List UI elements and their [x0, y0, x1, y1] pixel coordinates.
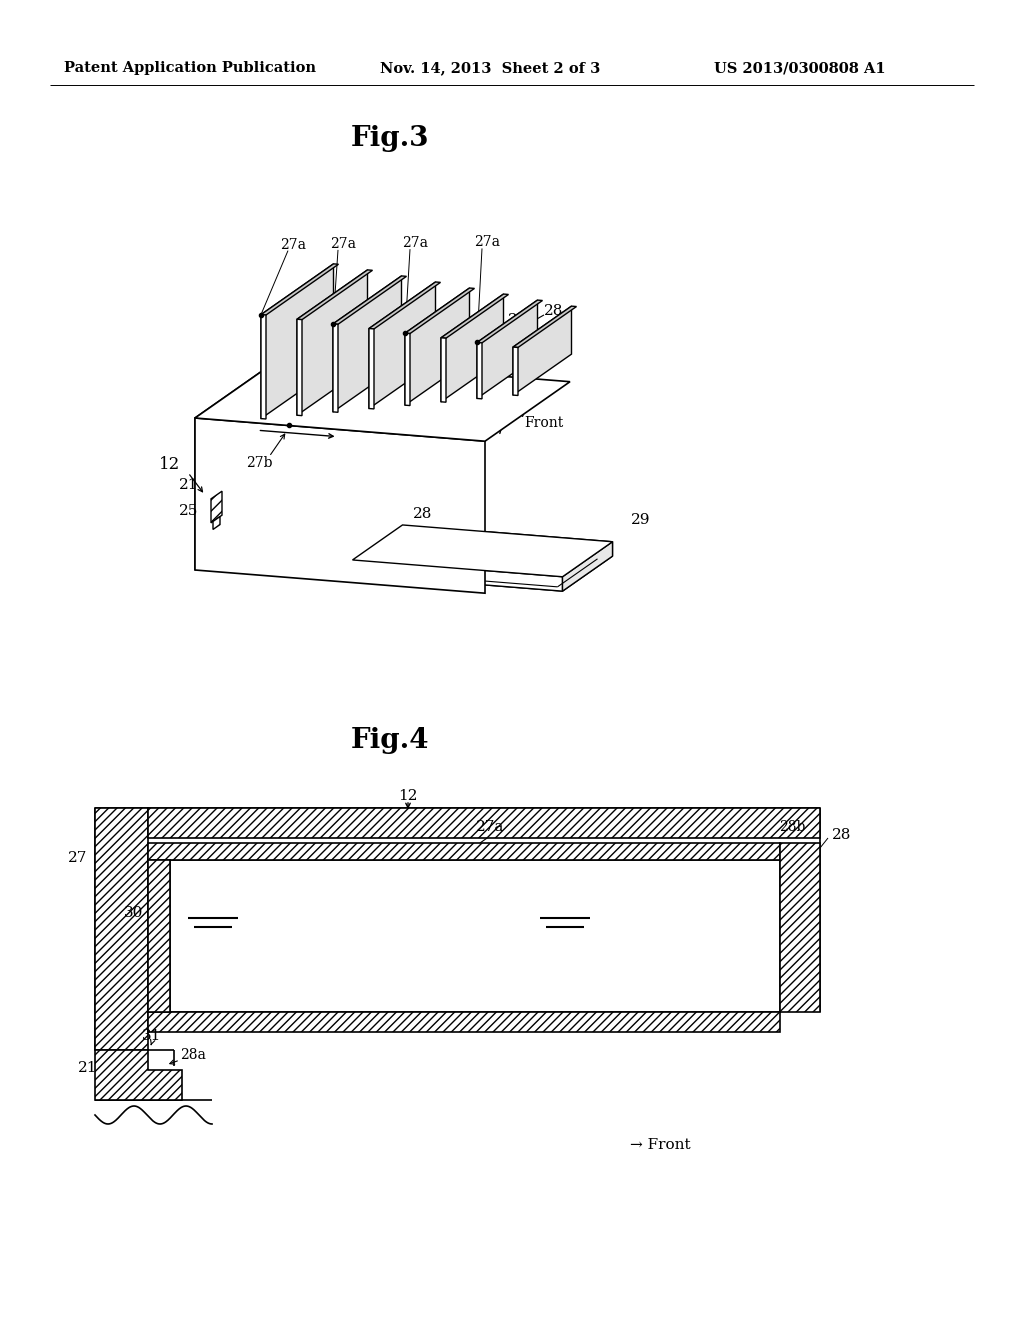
Polygon shape — [261, 264, 334, 418]
Text: → Front: → Front — [630, 1138, 690, 1152]
Text: 28: 28 — [413, 507, 432, 521]
Text: Front: Front — [524, 416, 563, 430]
Polygon shape — [402, 525, 612, 556]
Polygon shape — [477, 300, 543, 343]
Text: 28b: 28b — [779, 820, 805, 834]
Text: US 2013/0300808 A1: US 2013/0300808 A1 — [714, 61, 886, 75]
Polygon shape — [406, 288, 469, 405]
Text: 29: 29 — [631, 512, 650, 527]
Polygon shape — [95, 1049, 182, 1100]
Polygon shape — [477, 300, 538, 399]
Polygon shape — [333, 276, 401, 412]
Polygon shape — [213, 516, 220, 529]
Polygon shape — [406, 288, 474, 334]
Polygon shape — [441, 294, 504, 401]
Polygon shape — [513, 306, 577, 347]
Polygon shape — [211, 491, 222, 523]
Text: 30: 30 — [124, 907, 143, 920]
Polygon shape — [195, 359, 570, 441]
Text: 27a: 27a — [280, 238, 306, 252]
Text: 25: 25 — [179, 504, 199, 517]
Text: 21: 21 — [78, 1061, 97, 1074]
Text: Fig.4: Fig.4 — [351, 726, 429, 754]
Polygon shape — [170, 861, 780, 1012]
Text: Fig.3: Fig.3 — [351, 124, 429, 152]
Polygon shape — [333, 276, 407, 325]
Polygon shape — [780, 843, 820, 1012]
Text: 27a: 27a — [474, 235, 500, 249]
Text: 28: 28 — [508, 313, 527, 327]
Polygon shape — [333, 323, 338, 412]
Polygon shape — [352, 540, 612, 591]
Text: 12: 12 — [398, 789, 418, 803]
Polygon shape — [513, 306, 571, 395]
Polygon shape — [352, 560, 562, 591]
Text: 27a: 27a — [402, 236, 428, 251]
Polygon shape — [513, 347, 518, 396]
Polygon shape — [562, 541, 612, 591]
Text: 28a: 28a — [180, 1048, 206, 1063]
Text: 27a: 27a — [330, 236, 356, 251]
Polygon shape — [406, 333, 410, 405]
Polygon shape — [352, 525, 612, 577]
Text: 31: 31 — [142, 1030, 162, 1043]
Polygon shape — [297, 269, 373, 319]
Text: 27a: 27a — [476, 820, 504, 834]
Polygon shape — [261, 264, 339, 315]
Polygon shape — [95, 808, 148, 1049]
Text: Right: Right — [233, 409, 271, 424]
Polygon shape — [148, 843, 780, 861]
Polygon shape — [297, 319, 302, 416]
Text: 21: 21 — [179, 478, 199, 492]
Polygon shape — [477, 342, 482, 399]
Polygon shape — [441, 338, 446, 403]
Polygon shape — [148, 808, 820, 838]
Text: 27b: 27b — [246, 455, 272, 470]
Text: Nov. 14, 2013  Sheet 2 of 3: Nov. 14, 2013 Sheet 2 of 3 — [380, 61, 600, 75]
Polygon shape — [261, 314, 266, 418]
Polygon shape — [369, 329, 374, 409]
Text: 27: 27 — [510, 407, 529, 420]
Polygon shape — [148, 1012, 780, 1032]
Polygon shape — [195, 359, 280, 570]
Polygon shape — [148, 861, 170, 1012]
Text: 27: 27 — [68, 851, 87, 865]
Text: Patent Application Publication: Patent Application Publication — [63, 61, 316, 75]
Polygon shape — [369, 282, 435, 408]
Text: 28: 28 — [545, 304, 563, 318]
Polygon shape — [195, 418, 485, 593]
Text: 28: 28 — [831, 828, 851, 842]
Polygon shape — [297, 269, 368, 416]
Polygon shape — [441, 294, 509, 338]
Text: 12: 12 — [160, 457, 180, 473]
Polygon shape — [369, 282, 440, 329]
